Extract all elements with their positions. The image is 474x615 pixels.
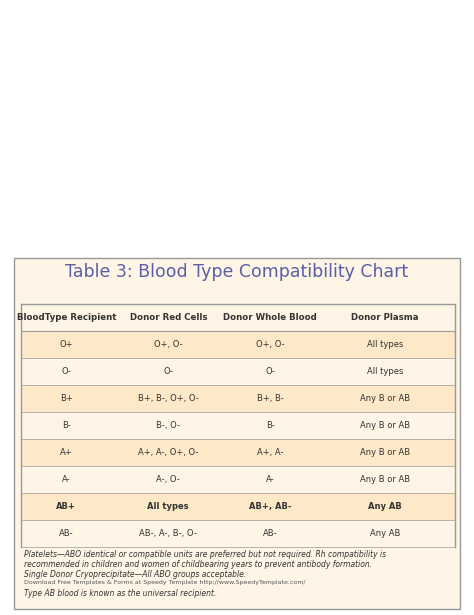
Text: All types: All types	[147, 502, 189, 511]
Text: O-: O-	[62, 367, 71, 376]
Text: O+, O-: O+, O-	[154, 341, 182, 349]
Text: BloodType Recipient: BloodType Recipient	[17, 314, 116, 322]
Text: B+, B-, O+, O-: B+, B-, O+, O-	[138, 394, 199, 403]
Text: Donor Red Cells: Donor Red Cells	[129, 314, 207, 322]
Text: A-, O-: A-, O-	[156, 475, 180, 485]
Text: AB-, A-, B-, O-: AB-, A-, B-, O-	[139, 530, 197, 538]
Text: B+: B+	[60, 394, 73, 403]
FancyBboxPatch shape	[21, 439, 455, 466]
FancyBboxPatch shape	[21, 520, 455, 547]
Text: AB-: AB-	[263, 530, 277, 538]
Text: AB+: AB+	[56, 502, 76, 511]
Text: Type AB blood is known as the universal recipient.: Type AB blood is known as the universal …	[24, 589, 216, 598]
FancyBboxPatch shape	[21, 466, 455, 493]
Text: A+, A-, O+, O-: A+, A-, O+, O-	[138, 448, 199, 458]
Text: Download Free Templates & Forms at Speedy Template http://www.SpeedyTemplate.com: Download Free Templates & Forms at Speed…	[24, 580, 305, 585]
Text: AB+, AB-: AB+, AB-	[249, 502, 292, 511]
Text: Single Donor Cryoprecipitate—All ABO groups acceptable.: Single Donor Cryoprecipitate—All ABO gro…	[24, 570, 246, 579]
Text: B+, B-: B+, B-	[257, 394, 283, 403]
Text: A+: A+	[60, 448, 73, 458]
FancyBboxPatch shape	[21, 386, 455, 413]
Text: Table 3: Blood Type Compatibility Chart: Table 3: Blood Type Compatibility Chart	[65, 263, 409, 281]
FancyBboxPatch shape	[21, 493, 455, 520]
FancyBboxPatch shape	[21, 359, 455, 386]
FancyBboxPatch shape	[21, 331, 455, 359]
Text: Any B or AB: Any B or AB	[360, 475, 410, 485]
Text: Any AB: Any AB	[370, 530, 401, 538]
Text: Any B or AB: Any B or AB	[360, 448, 410, 458]
FancyBboxPatch shape	[21, 413, 455, 439]
Text: A-: A-	[62, 475, 71, 485]
Text: Any B or AB: Any B or AB	[360, 394, 410, 403]
Text: AB-: AB-	[59, 530, 73, 538]
Text: Donor Whole Blood: Donor Whole Blood	[223, 314, 317, 322]
Text: O-: O-	[164, 367, 173, 376]
Text: B-, O-: B-, O-	[156, 421, 180, 430]
Text: All types: All types	[367, 341, 403, 349]
Text: A+, A-: A+, A-	[257, 448, 283, 458]
Text: O-: O-	[265, 367, 275, 376]
Text: B-: B-	[266, 421, 274, 430]
Text: Any AB: Any AB	[368, 502, 402, 511]
Text: B-: B-	[62, 421, 71, 430]
Text: A-: A-	[266, 475, 274, 485]
Text: All types: All types	[367, 367, 403, 376]
Text: Donor Plasma: Donor Plasma	[351, 314, 419, 322]
Text: Any B or AB: Any B or AB	[360, 421, 410, 430]
FancyBboxPatch shape	[14, 258, 460, 609]
Text: Platelets—ABO identical or compatible units are preferred but not required. Rh c: Platelets—ABO identical or compatible un…	[24, 550, 386, 560]
Text: recommended in children and women of childbearing years to prevent antibody form: recommended in children and women of chi…	[24, 560, 372, 569]
Text: O+, O-: O+, O-	[256, 341, 284, 349]
Text: O+: O+	[60, 341, 73, 349]
